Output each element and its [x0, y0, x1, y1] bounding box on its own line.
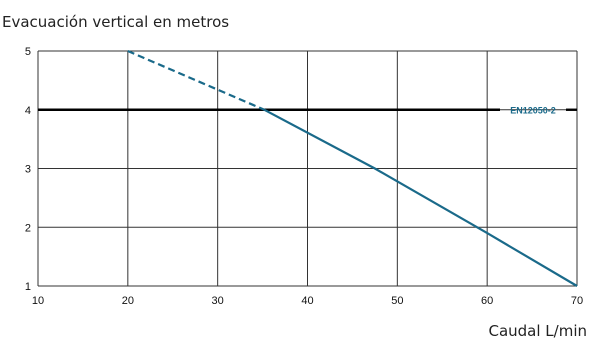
- series-group: [127, 49, 578, 287]
- series-line-1-solid: [263, 108, 578, 287]
- grid: [37, 50, 578, 287]
- y-tick-label-4: 4: [25, 105, 31, 117]
- series-line-0-dashed: [127, 49, 265, 111]
- x-tick-label-50: 50: [391, 295, 403, 307]
- reference-line-label: EN12050-2: [510, 105, 556, 115]
- x-tick-label-10: 10: [32, 295, 44, 307]
- x-tick-label-60: 60: [481, 295, 493, 307]
- x-tick-label-40: 40: [301, 295, 313, 307]
- y-tick-label-2: 2: [25, 222, 31, 234]
- y-tick-labels: 1 2 3 4 5: [25, 46, 31, 293]
- x-tick-label-30: 30: [212, 295, 224, 307]
- y-tick-label-3: 3: [25, 164, 31, 176]
- reference-line-group: EN12050-2: [38, 105, 577, 115]
- chart-title: Evacuación vertical en metros: [2, 13, 229, 31]
- x-tick-labels: 10 20 30 40 50 60 70: [32, 295, 583, 307]
- y-tick-label-1: 1: [25, 281, 31, 293]
- x-axis-label: Caudal L/min: [488, 322, 587, 338]
- x-tick-label-70: 70: [571, 295, 583, 307]
- y-tick-label-5: 5: [25, 46, 31, 58]
- x-tick-label-20: 20: [122, 295, 134, 307]
